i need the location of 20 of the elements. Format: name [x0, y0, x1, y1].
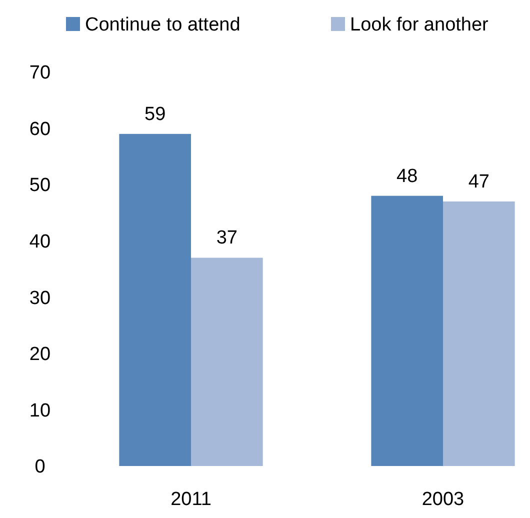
bar	[443, 201, 515, 466]
data-label: 37	[216, 228, 238, 249]
legend-label: Continue to attend	[85, 14, 240, 36]
legend-label: Look for another	[350, 14, 490, 36]
y-tick-label: 30	[29, 288, 51, 309]
y-tick-label: 0	[34, 456, 46, 478]
y-tick-label: 60	[29, 118, 51, 140]
y-tick-label: 10	[29, 400, 51, 422]
bar	[371, 196, 443, 466]
data-label: 59	[144, 104, 166, 125]
bar	[119, 134, 191, 466]
y-tick-label: 40	[29, 232, 51, 253]
x-tick-label: 2003	[422, 489, 464, 510]
data-label: 47	[468, 171, 490, 192]
y-tick-label: 70	[29, 62, 51, 84]
bar	[191, 258, 263, 466]
data-label: 48	[396, 166, 418, 187]
y-tick-label: 20	[29, 344, 51, 366]
y-tick-label: 50	[29, 175, 51, 196]
x-tick-label: 2011	[170, 489, 212, 510]
